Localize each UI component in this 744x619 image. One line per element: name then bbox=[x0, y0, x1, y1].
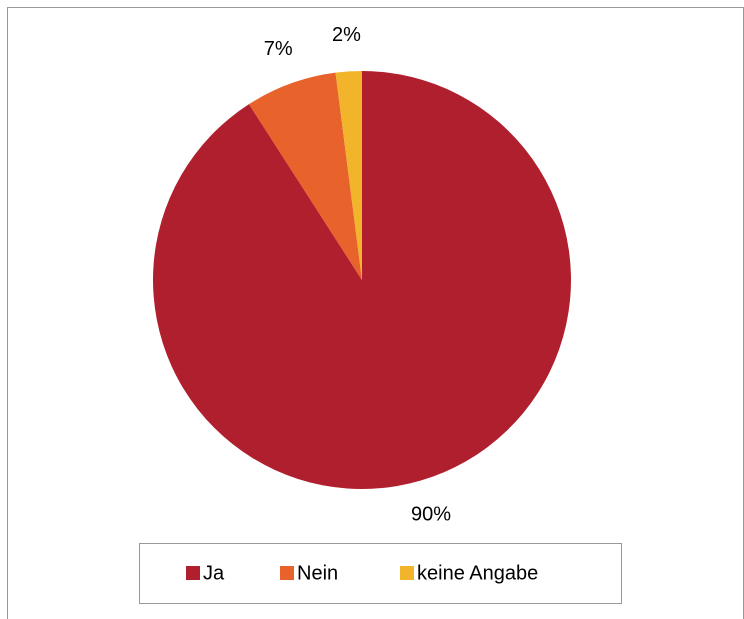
legend-marker bbox=[186, 566, 200, 580]
pie-slice bbox=[249, 72, 362, 280]
legend-label: Nein bbox=[297, 562, 338, 584]
data-label: 2% bbox=[332, 24, 361, 46]
data-label: 7% bbox=[264, 38, 293, 60]
legend-marker bbox=[400, 566, 414, 580]
legend-label: keine Angabe bbox=[417, 562, 538, 584]
data-label: 90% bbox=[411, 503, 451, 525]
legend-label: Ja bbox=[203, 562, 225, 584]
legend-box bbox=[139, 543, 622, 604]
pie-slice bbox=[335, 71, 362, 280]
legend-marker bbox=[280, 566, 294, 580]
